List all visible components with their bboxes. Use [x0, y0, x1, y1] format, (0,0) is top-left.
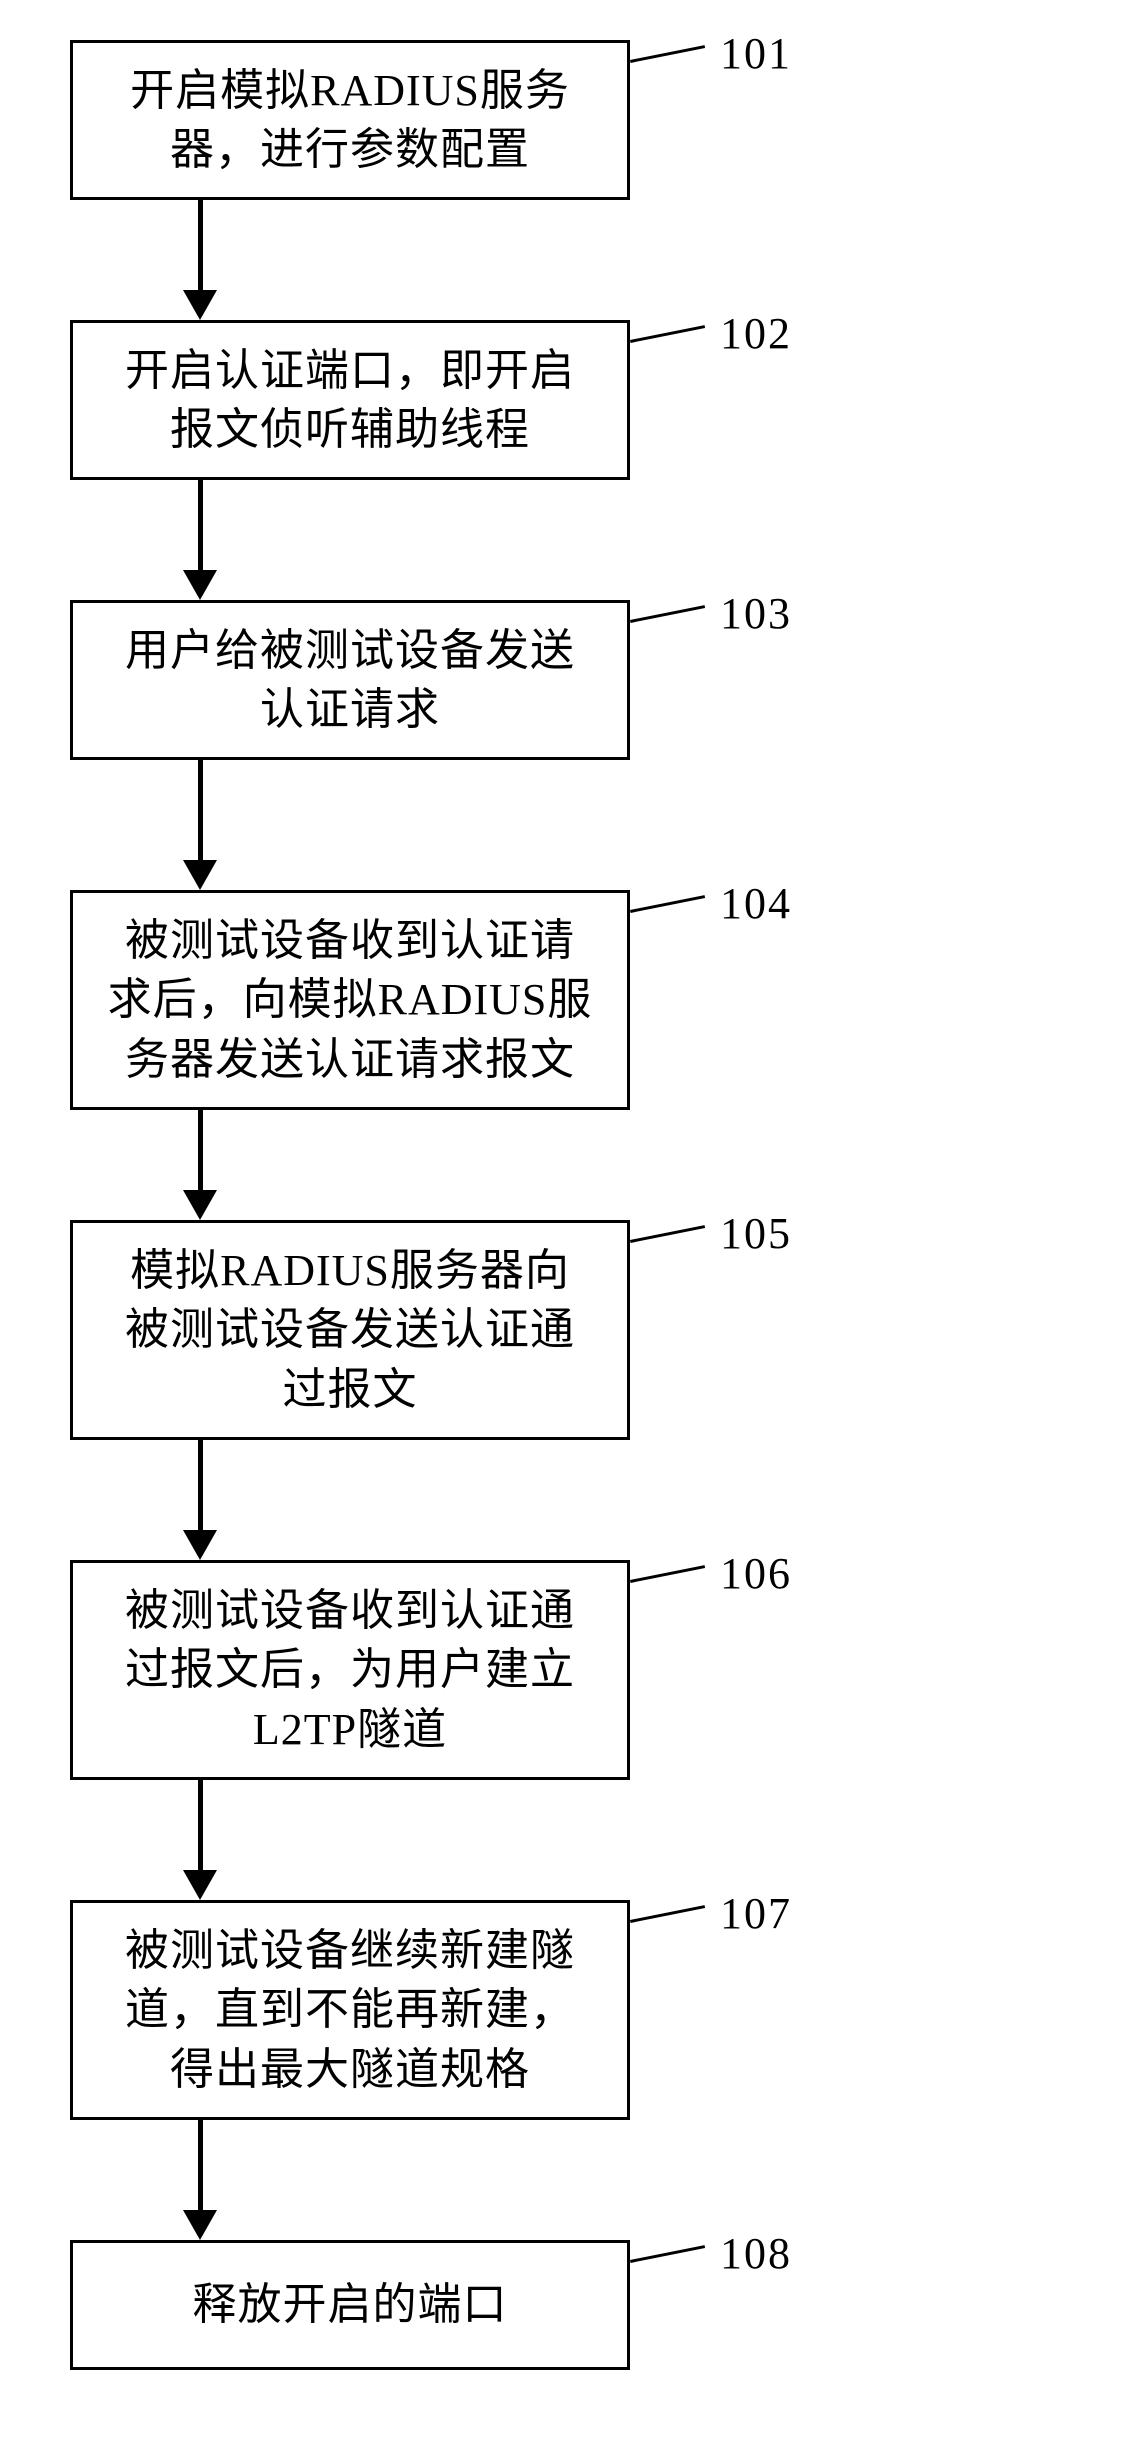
label-leader-line: [630, 1225, 706, 1243]
flowchart-canvas: 开启模拟RADIUS服务 器，进行参数配置 101 开启认证端口，即开启 报文侦听辅…: [0, 0, 1146, 2444]
flow-node-text: 被测试设备继续新建隧 道，直到不能再新建， 得出最大隧道规格: [125, 1921, 575, 2099]
arrow-head-icon: [183, 1530, 217, 1560]
flow-node-text: 用户给被测试设备发送 认证请求: [125, 621, 575, 740]
flow-node-n106: 被测试设备收到认证通 过报文后，为用户建立 L2TP隧道: [70, 1560, 630, 1780]
label-leader-line: [630, 605, 706, 623]
flow-node-n104: 被测试设备收到认证请 求后，向模拟RADIUS服 务器发送认证请求报文: [70, 890, 630, 1110]
arrow-line: [198, 200, 203, 290]
flow-node-text: 释放开启的端口: [193, 2275, 508, 2334]
flow-node-text: 模拟RADIUS服务器向 被测试设备发送认证通 过报文: [125, 1241, 575, 1419]
arrow-line: [198, 760, 203, 860]
arrow-line: [198, 480, 203, 570]
step-label-108: 108: [720, 2228, 792, 2279]
arrow-line: [198, 1110, 203, 1190]
flow-node-text: 被测试设备收到认证请 求后，向模拟RADIUS服 务器发送认证请求报文: [108, 911, 593, 1089]
step-label-106: 106: [720, 1548, 792, 1599]
flow-node-text: 被测试设备收到认证通 过报文后，为用户建立 L2TP隧道: [125, 1581, 575, 1759]
arrow-head-icon: [183, 570, 217, 600]
flow-node-n102: 开启认证端口，即开启 报文侦听辅助线程: [70, 320, 630, 480]
label-leader-line: [630, 1565, 706, 1583]
step-label-101: 101: [720, 28, 792, 79]
arrow-head-icon: [183, 290, 217, 320]
label-leader-line: [630, 45, 706, 63]
flow-node-n103: 用户给被测试设备发送 认证请求: [70, 600, 630, 760]
arrow-head-icon: [183, 1190, 217, 1220]
label-leader-line: [630, 325, 706, 343]
flow-node-n105: 模拟RADIUS服务器向 被测试设备发送认证通 过报文: [70, 1220, 630, 1440]
step-label-104: 104: [720, 878, 792, 929]
arrow-head-icon: [183, 860, 217, 890]
flow-node-text: 开启模拟RADIUS服务 器，进行参数配置: [130, 61, 570, 180]
label-leader-line: [630, 1905, 706, 1923]
flow-node-n107: 被测试设备继续新建隧 道，直到不能再新建， 得出最大隧道规格: [70, 1900, 630, 2120]
label-leader-line: [630, 895, 706, 913]
flow-node-n108: 释放开启的端口: [70, 2240, 630, 2370]
flow-node-n101: 开启模拟RADIUS服务 器，进行参数配置: [70, 40, 630, 200]
label-leader-line: [630, 2245, 706, 2263]
flow-node-text: 开启认证端口，即开启 报文侦听辅助线程: [125, 341, 575, 460]
step-label-107: 107: [720, 1888, 792, 1939]
step-label-102: 102: [720, 308, 792, 359]
arrow-line: [198, 1440, 203, 1530]
arrow-head-icon: [183, 1870, 217, 1900]
step-label-103: 103: [720, 588, 792, 639]
arrow-line: [198, 2120, 203, 2210]
arrow-head-icon: [183, 2210, 217, 2240]
arrow-line: [198, 1780, 203, 1870]
step-label-105: 105: [720, 1208, 792, 1259]
